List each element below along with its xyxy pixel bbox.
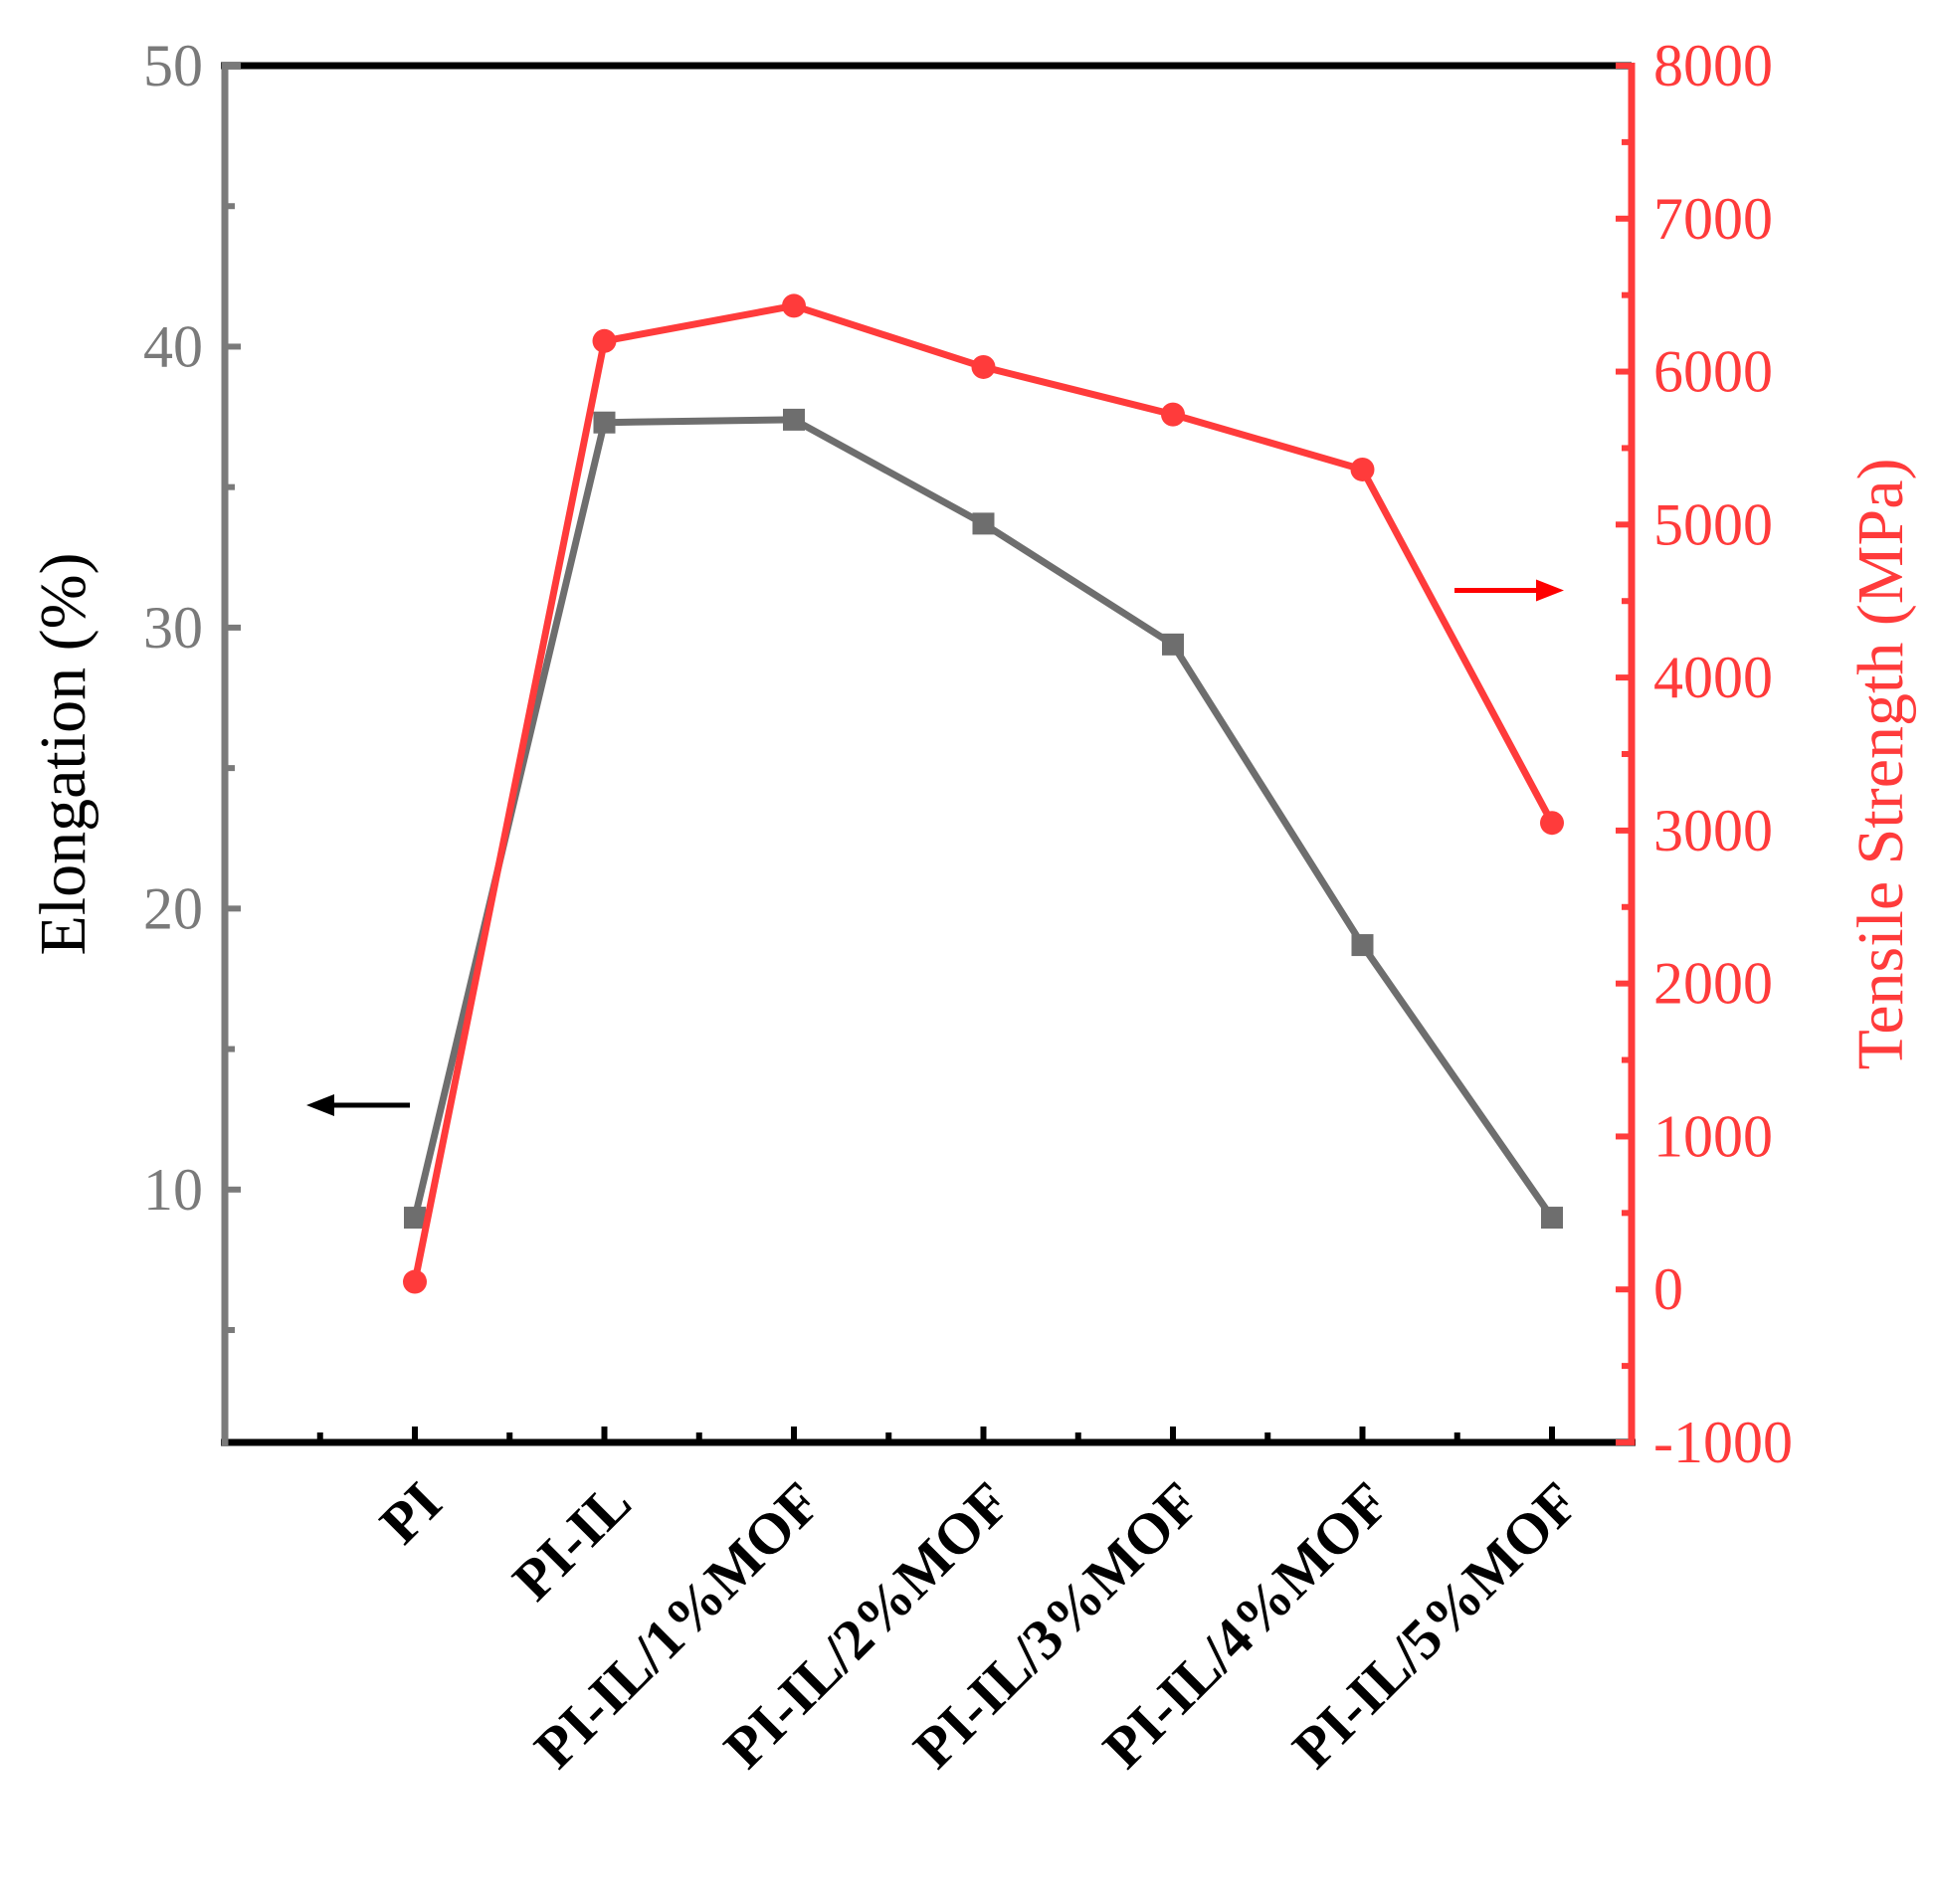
left-tick-label: 10 (143, 1157, 203, 1223)
tensile-point (592, 328, 617, 353)
left-tick-label: 40 (143, 313, 203, 379)
left-tick-label: 50 (143, 33, 203, 98)
tensile-point (403, 1269, 427, 1294)
right-tick-label: -1000 (1653, 1410, 1793, 1475)
elongation-point (1351, 934, 1374, 957)
right-tick-label: 5000 (1653, 491, 1773, 557)
axis-ticks (225, 63, 1632, 1445)
elongation-point (404, 1207, 426, 1230)
left-arrow-head (306, 1094, 334, 1117)
tensile-point (782, 293, 806, 318)
left-arrow-icon (306, 1094, 410, 1117)
elongation-point (972, 512, 995, 535)
right-axis-title: Tensile Strength (MPa) (1844, 459, 1917, 1070)
elongation-line (411, 416, 1555, 1221)
tick-labels: 10 20 30 40 50 -1000 0 1000 2000 3000 4000 5000 6000… (143, 33, 1793, 1781)
left-axis-title: Elongation (%) (27, 552, 99, 955)
tensile-point (1350, 457, 1375, 481)
elongation-point (783, 408, 805, 431)
left-tick-label: 20 (143, 875, 203, 941)
elongation-point (1162, 633, 1184, 656)
right-tick-label: 3000 (1653, 798, 1773, 863)
right-tick-label: 0 (1653, 1256, 1683, 1322)
annotations (306, 579, 1564, 1117)
category-label: PI (367, 1469, 454, 1556)
elongation-point (1541, 1207, 1563, 1230)
tensile-point (1540, 811, 1564, 836)
right-tick-label: 8000 (1653, 33, 1773, 98)
category-label: PI-IL (500, 1469, 644, 1613)
right-tick-label: 6000 (1653, 339, 1773, 405)
right-tick-label: 4000 (1653, 645, 1773, 710)
data-series (403, 293, 1564, 1294)
right-tick-label: 2000 (1653, 951, 1773, 1017)
tensile-point (1161, 402, 1185, 427)
tensile-point (971, 354, 996, 379)
plot-frame (221, 62, 1636, 1446)
elongation-point (593, 411, 616, 434)
left-tick-label: 30 (143, 595, 203, 661)
right-arrow-head (1536, 579, 1564, 602)
tensile-line (411, 301, 1556, 1283)
right-tick-label: 7000 (1653, 186, 1773, 252)
right-tick-label: 1000 (1653, 1103, 1773, 1169)
right-arrow-icon (1454, 579, 1564, 602)
axis-titles: Elongation (%) Tensile Strength (MPa) (27, 459, 1917, 1070)
